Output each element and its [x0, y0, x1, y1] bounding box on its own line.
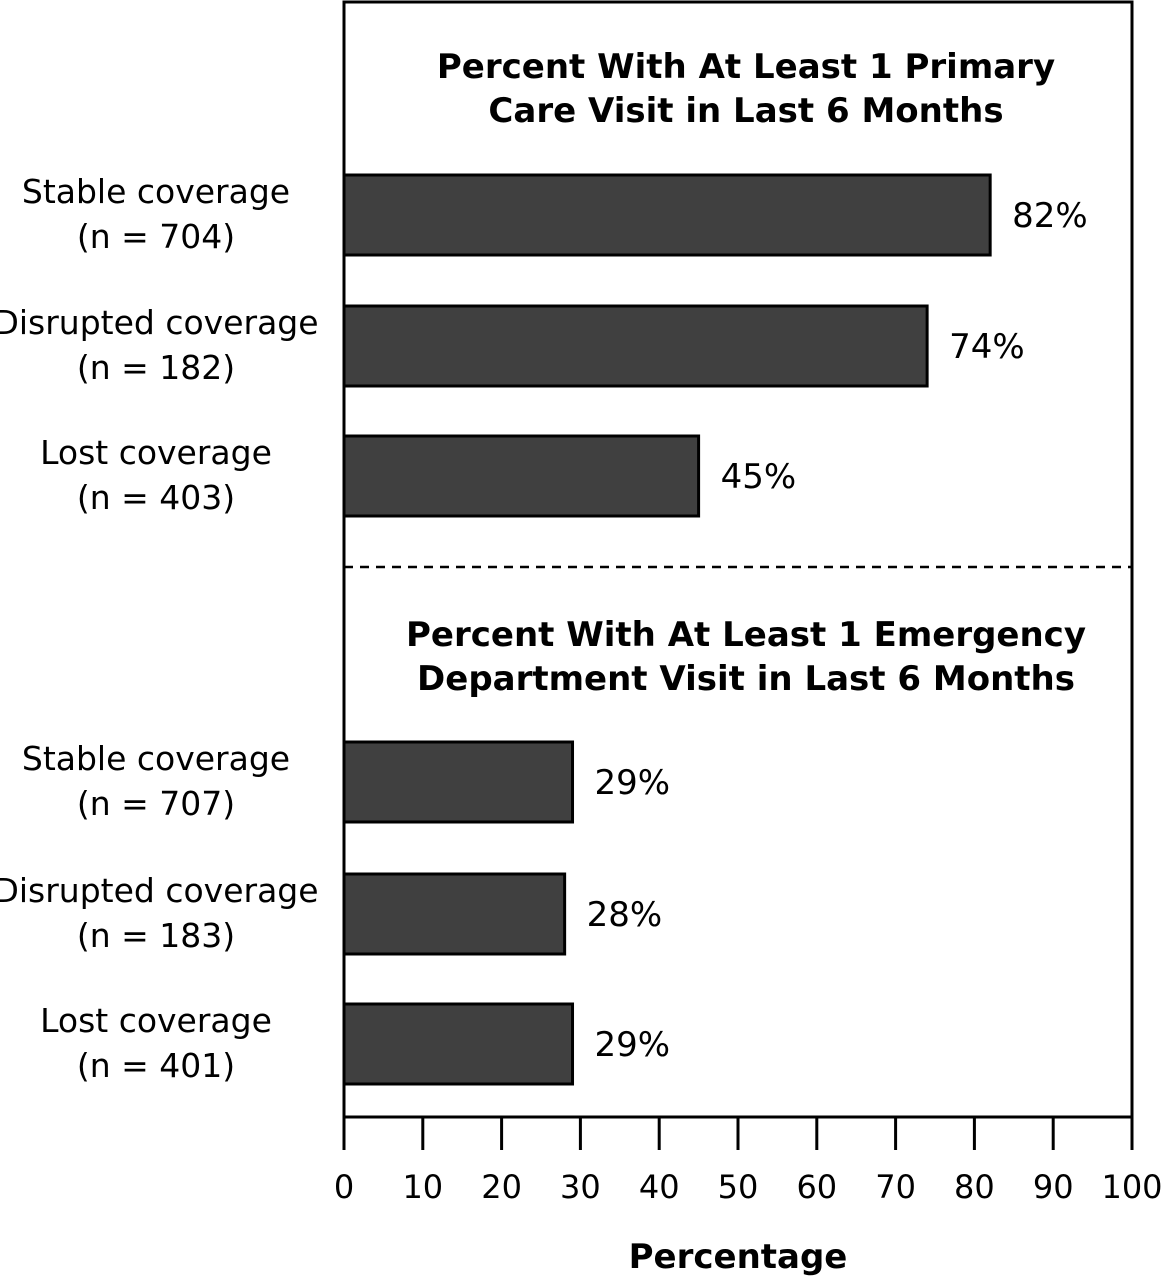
category-label: Disrupted coverage: [0, 871, 319, 910]
panel-title-line: Department Visit in Last 6 Months: [417, 659, 1075, 699]
category-label: (n = 403): [77, 478, 235, 517]
bar: [342, 434, 701, 518]
x-tick-label: 80: [954, 1168, 995, 1206]
data-label: 28%: [587, 895, 663, 935]
data-label: 45%: [721, 457, 797, 497]
category-label: (n = 182): [77, 348, 235, 387]
bar: [342, 304, 929, 388]
x-tick-label: 30: [560, 1168, 601, 1206]
category-label: Lost coverage: [40, 433, 272, 472]
data-label: 29%: [595, 763, 671, 803]
x-axis-label: Percentage: [629, 1237, 848, 1277]
bar: [342, 872, 567, 956]
category-label: Stable coverage: [22, 739, 290, 778]
category-label: (n = 183): [77, 916, 235, 955]
x-tick-label: 60: [796, 1168, 837, 1206]
category-label: (n = 401): [77, 1046, 235, 1085]
x-tick-label: 90: [1033, 1168, 1074, 1206]
data-label: 29%: [595, 1025, 671, 1065]
panel-title-line: Percent With At Least 1 Primary: [437, 47, 1055, 87]
x-tick-label: 40: [639, 1168, 680, 1206]
x-axis: 0 10 20 30 40 50 60 70 80 90 100 Percentage: [334, 1117, 1163, 1277]
data-label: 74%: [949, 327, 1025, 367]
x-tick-label: 0: [334, 1168, 354, 1206]
x-tick-label: 10: [402, 1168, 443, 1206]
data-label: 82%: [1012, 196, 1088, 236]
x-tick-label: 70: [875, 1168, 916, 1206]
bar: [342, 173, 992, 257]
category-label: Stable coverage: [22, 172, 290, 211]
bars-layer: [342, 173, 992, 1086]
panel-title-line: Percent With At Least 1 Emergency: [406, 615, 1086, 655]
x-tick-label: 100: [1101, 1168, 1162, 1206]
bar: [342, 740, 575, 824]
x-tick-label: 50: [718, 1168, 759, 1206]
panel-title-line: Care Visit in Last 6 Months: [488, 91, 1003, 131]
category-label: Disrupted coverage: [0, 303, 319, 342]
category-label: Lost coverage: [40, 1001, 272, 1040]
x-tick-label: 20: [481, 1168, 522, 1206]
bar: [342, 1002, 575, 1086]
category-label: (n = 707): [77, 784, 235, 823]
category-label: (n = 704): [77, 217, 235, 256]
